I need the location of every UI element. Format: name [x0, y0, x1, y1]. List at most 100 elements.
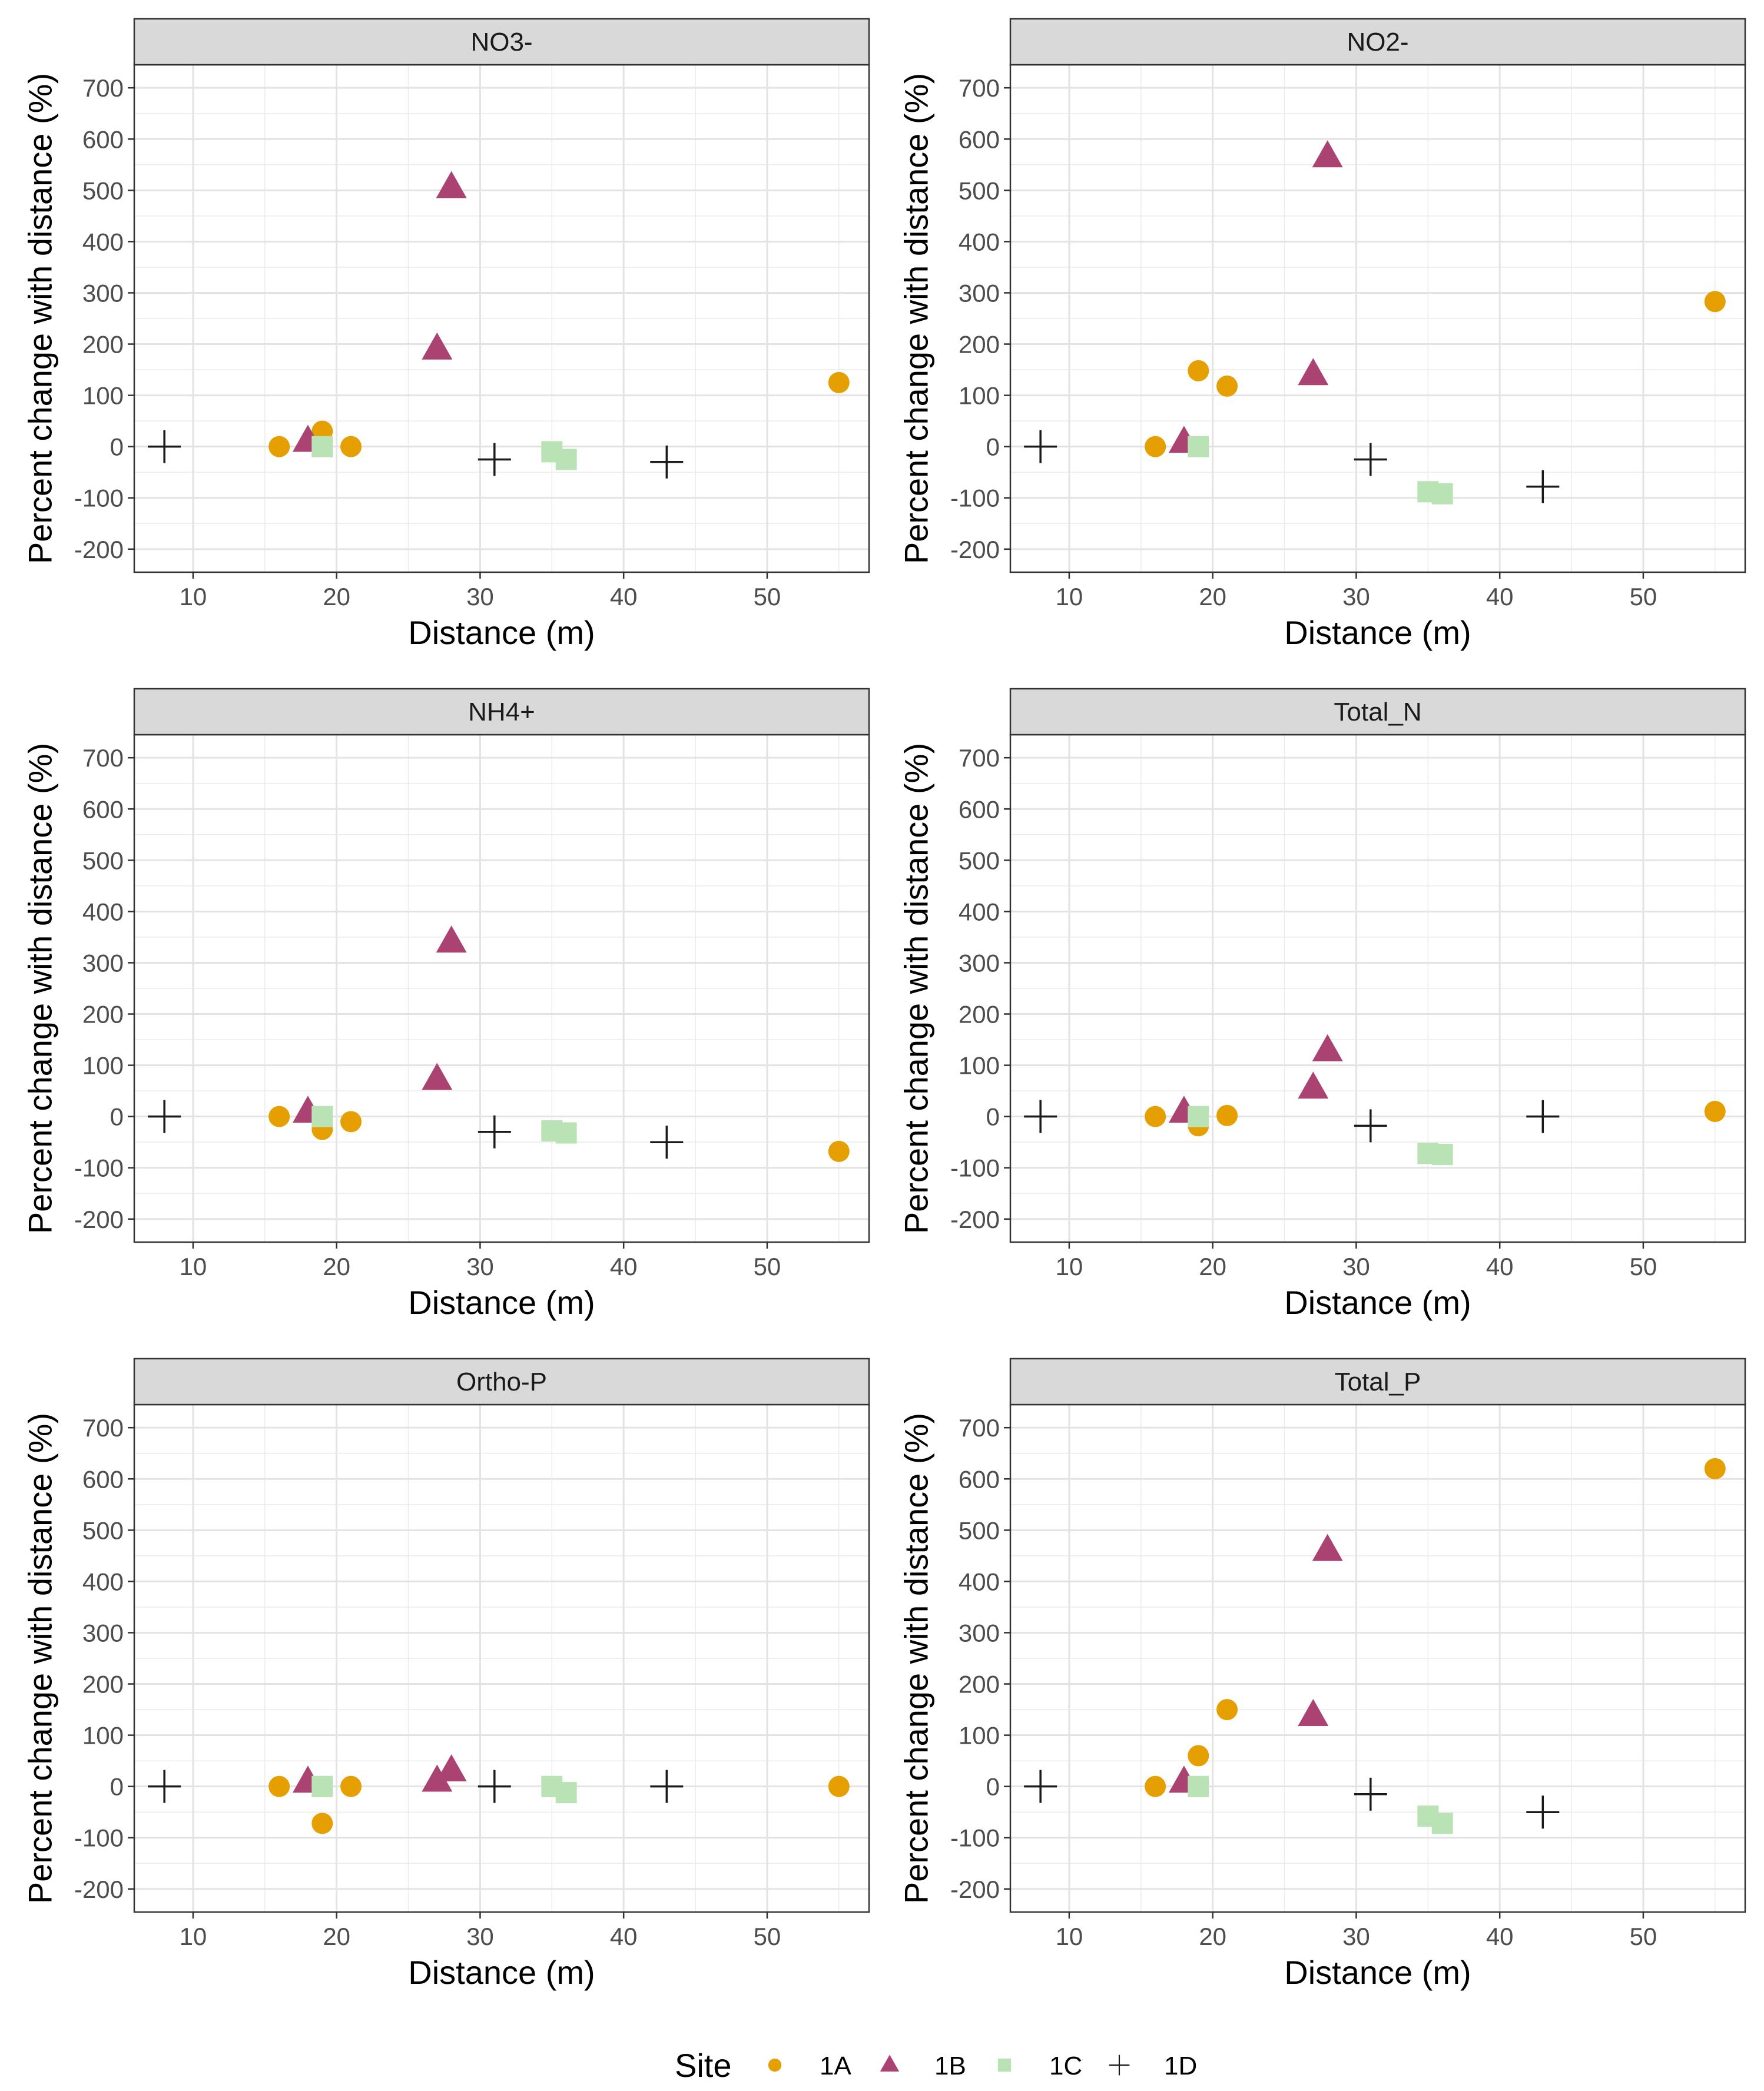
x-tick-label: 50	[754, 583, 781, 610]
x-tick-label: 50	[1630, 1253, 1657, 1280]
panel-no3: NO3- 10 20 30 40 50 -200 -100 0 100 200 300 400 500 60…	[22, 18, 870, 651]
legend-label-1d: 1D	[1164, 2052, 1197, 2080]
y-tick-label: 600	[82, 795, 124, 823]
point-1b	[436, 1754, 467, 1782]
point-1a	[311, 1813, 333, 1834]
y-tick-label: 0	[986, 1103, 1000, 1131]
x-tick-label: 40	[1486, 1253, 1514, 1280]
strip-label: Ortho-P	[456, 1368, 547, 1396]
point-1a	[268, 436, 290, 457]
y-axis-title: Percent change with distance (%)	[898, 73, 935, 564]
x-tick-label: 10	[180, 1253, 207, 1280]
legend-label-1c: 1C	[1049, 2052, 1082, 2080]
point-1b	[1312, 1534, 1343, 1561]
x-tick-label: 30	[1342, 583, 1370, 610]
axis-ticks: 10 20 30 40 50 -200 -100 0 100 200 300 400 500 600 700	[950, 1414, 1657, 1950]
point-1c	[555, 1122, 577, 1144]
point-1a	[1145, 436, 1166, 457]
y-tick-label: 300	[959, 279, 1000, 307]
y-tick-label: 0	[110, 1773, 124, 1801]
point-1d	[478, 1115, 511, 1149]
point-1a	[828, 371, 850, 393]
point-1b	[436, 925, 467, 953]
legend-key-1a	[768, 2058, 782, 2072]
y-tick-label: 0	[110, 433, 124, 461]
y-tick-label: 500	[82, 177, 124, 204]
x-tick-label: 40	[610, 1923, 638, 1950]
point-1c	[1188, 1775, 1209, 1797]
x-tick-label: 20	[323, 1923, 350, 1950]
y-tick-label: -200	[950, 1876, 1000, 1903]
point-1a	[1704, 1100, 1726, 1122]
data-points	[1024, 1034, 1726, 1166]
point-1d	[1024, 1770, 1057, 1803]
x-tick-label: 40	[1486, 1923, 1514, 1950]
point-1c	[555, 1782, 577, 1804]
y-tick-label: 600	[959, 125, 1000, 153]
y-tick-label: 700	[959, 74, 1000, 102]
data-points	[148, 1754, 850, 1834]
minor-gridlines	[1010, 65, 1745, 572]
legend: Site 1A 1B 1C 1D	[675, 2047, 1197, 2084]
y-tick-label: -200	[74, 1206, 124, 1233]
point-1a	[1704, 1458, 1726, 1479]
point-1b	[422, 332, 453, 360]
point-1c	[555, 449, 577, 470]
panel-no2: NO2- 10 20 30 40 50 -200 -100 0 100 200 300 400 500 60…	[898, 18, 1746, 651]
x-tick-label: 10	[1056, 1923, 1083, 1950]
x-axis-title: Distance (m)	[408, 1954, 595, 1991]
strip-label: NH4+	[468, 698, 535, 726]
legend-label-1b: 1B	[934, 2052, 966, 2080]
y-tick-label: 100	[959, 382, 1000, 410]
minor-gridlines	[134, 735, 869, 1242]
x-tick-label: 40	[1486, 583, 1514, 610]
x-tick-label: 50	[754, 1923, 781, 1950]
x-tick-label: 10	[180, 583, 207, 610]
point-1d	[1354, 1777, 1387, 1811]
point-1d	[1024, 430, 1057, 463]
strip-label: Total_N	[1334, 698, 1421, 726]
x-tick-label: 40	[610, 583, 638, 610]
panel-ortho-p: Ortho-P 10 20 30 40 50 -200 -100 0 100 200 300 400 50…	[22, 1358, 870, 1991]
point-1a	[1145, 1106, 1166, 1127]
point-1c	[1188, 436, 1209, 457]
x-tick-label: 30	[466, 1923, 494, 1950]
x-tick-label: 40	[610, 1253, 638, 1280]
point-1a	[268, 1775, 290, 1797]
y-tick-label: -200	[950, 536, 1000, 563]
x-tick-label: 20	[323, 1253, 350, 1280]
point-1d	[148, 1100, 181, 1133]
strip-background	[133, 18, 870, 66]
x-tick-label: 20	[323, 583, 350, 610]
y-tick-label: 700	[82, 1414, 124, 1442]
point-1d	[478, 1770, 511, 1803]
data-points	[1024, 1458, 1726, 1834]
strip-background	[1009, 688, 1746, 736]
point-1c	[1431, 483, 1453, 505]
point-1a	[1216, 1104, 1238, 1126]
major-gridlines	[134, 65, 869, 572]
panel-total-p: Total_P 10 20 30 40 50 -200 -100 0 100 200 300 400 50…	[898, 1358, 1746, 1991]
strip-label: Total_P	[1335, 1368, 1421, 1396]
point-1c	[311, 436, 333, 457]
y-tick-label: -100	[950, 484, 1000, 512]
y-tick-label: 300	[82, 949, 124, 977]
point-1b	[1298, 1698, 1329, 1726]
y-tick-label: 400	[82, 898, 124, 925]
y-tick-label: 600	[959, 1465, 1000, 1493]
legend-label-1a: 1A	[820, 2052, 851, 2080]
point-1b	[1312, 140, 1343, 168]
point-1d	[1354, 1109, 1387, 1143]
panel-nh4: NH4+ 10 20 30 40 50 -200 -100 0 100 200 300 400 500 60…	[22, 688, 870, 1321]
point-1d	[650, 1126, 684, 1159]
y-tick-label: 600	[959, 795, 1000, 823]
y-tick-label: 500	[82, 847, 124, 874]
x-tick-label: 10	[1056, 583, 1083, 610]
point-1c	[1188, 1106, 1209, 1127]
point-1c	[1431, 1144, 1453, 1166]
y-tick-label: 500	[959, 1516, 1000, 1544]
legend-title: Site	[675, 2047, 732, 2084]
strip-label: NO3-	[470, 28, 532, 57]
legend-key-1b	[880, 2055, 900, 2072]
